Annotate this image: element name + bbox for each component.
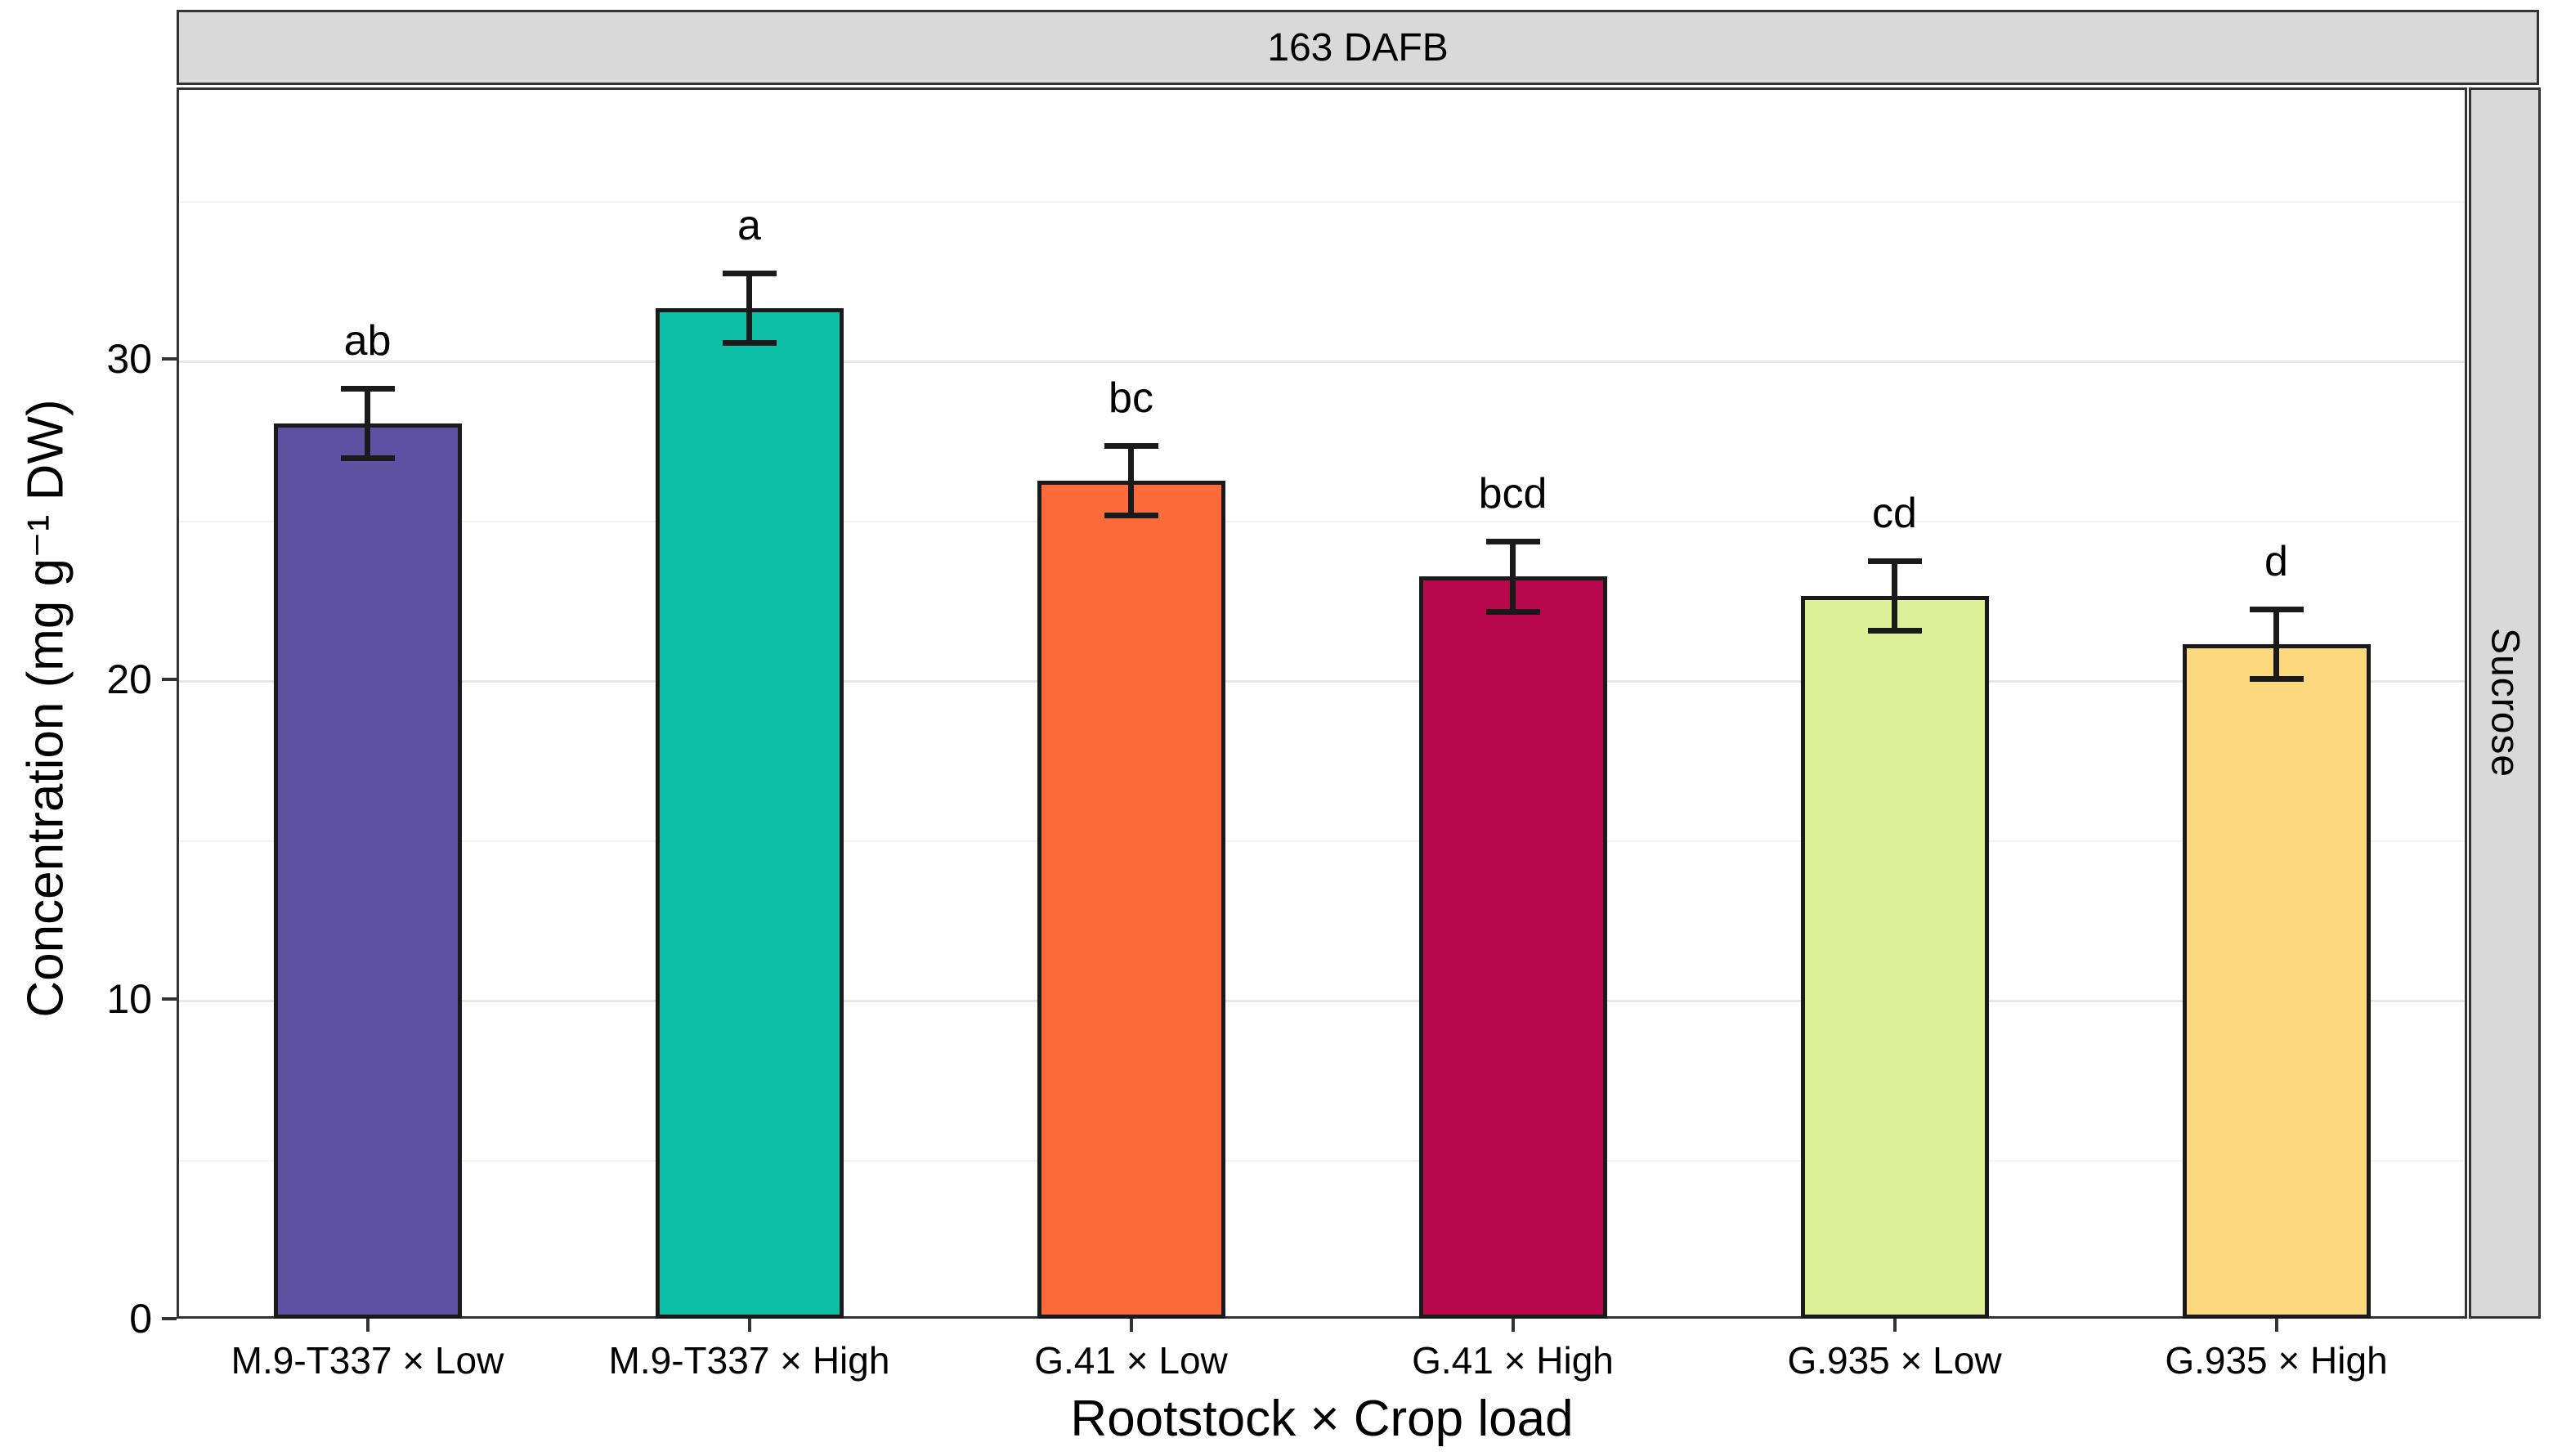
facet-strip-right: Sucrose [2469,87,2541,1319]
x-tick-label: M.9-T337 × Low [231,1339,504,1382]
bar-5 [1800,595,1989,1319]
error-bar-line [2273,608,2279,679]
x-tick-label: G.41 × High [1412,1339,1614,1382]
error-bar-cap-bottom [340,455,395,461]
plot-panel [177,87,2467,1319]
bar-3 [1037,481,1225,1319]
error-bar-cap-bottom [1104,513,1158,519]
y-tick-mark [162,997,177,1001]
error-bar-line [1128,446,1134,517]
y-tick-mark [162,357,177,361]
gridline-minor [179,840,2465,843]
x-tick-label: M.9-T337 × High [608,1339,890,1382]
error-bar-cap-top [1485,539,1540,545]
gridline-minor [179,200,2465,203]
significance-letter: cd [1872,489,1917,537]
error-bar-cap-bottom [722,339,777,346]
x-tick-label: G.41 × Low [1034,1339,1228,1382]
significance-letter: bcd [1478,470,1548,518]
gridline-major [179,360,2465,363]
facet-strip-top-label: 163 DAFB [1267,25,1449,69]
significance-letter: a [737,201,761,249]
x-axis-title: Rootstock × Crop load [1070,1391,1574,1447]
bar-6 [2182,643,2371,1319]
x-tick-mark [1892,1319,1897,1332]
x-tick-label: G.935 × High [2165,1339,2388,1382]
x-tick-mark [365,1319,370,1332]
x-tick-mark [1129,1319,1133,1332]
error-bar-line [365,388,370,459]
gridline-minor [179,1160,2465,1163]
error-bar-cap-top [722,270,777,276]
error-bar-line [1892,560,1897,631]
error-bar-cap-top [1104,443,1158,450]
error-bar-line [746,272,752,343]
y-tick-mark [162,677,177,681]
y-tick-label: 20 [106,656,152,702]
significance-letter: d [2264,537,2288,585]
significance-letter: bc [1109,374,1153,423]
error-bar-cap-top [1867,558,1922,564]
error-bar-cap-top [340,385,395,392]
x-tick-mark [1511,1319,1515,1332]
error-bar-cap-bottom [1867,627,1922,634]
error-bar-cap-bottom [2249,675,2304,682]
y-tick-label: 10 [106,975,152,1022]
y-tick-label: 30 [106,336,152,383]
y-tick-label: 0 [129,1296,152,1342]
significance-letter: ab [343,316,392,365]
error-bar-line [1510,541,1516,612]
facet-strip-right-label: Sucrose [2483,628,2527,778]
gridline-major [179,1000,2465,1003]
x-tick-mark [2274,1319,2278,1332]
gridline-major [179,680,2465,683]
x-tick-mark [747,1319,751,1332]
y-tick-mark [162,1317,177,1320]
error-bar-cap-top [2249,606,2304,612]
x-tick-label: G.935 × Low [1787,1339,2002,1382]
bar-2 [655,307,844,1319]
gridline-minor [179,521,2465,523]
error-bar-cap-bottom [1485,608,1540,615]
bar-1 [273,423,462,1319]
bar-4 [1418,576,1607,1319]
facet-strip-top: 163 DAFB [177,10,2539,85]
